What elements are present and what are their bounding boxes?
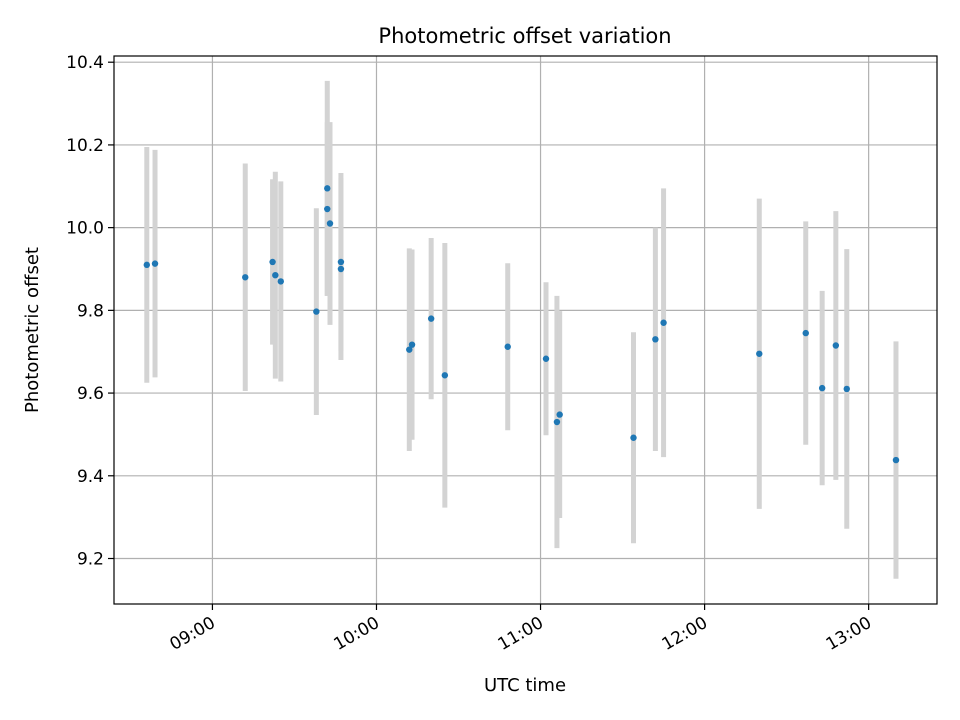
data-point — [892, 456, 900, 464]
data-point — [802, 329, 809, 337]
data-point — [406, 346, 413, 353]
data-point — [553, 418, 561, 426]
data-point — [143, 261, 151, 269]
y-tick-label: 10.4 — [66, 53, 104, 73]
data-point — [660, 319, 667, 326]
data-point — [556, 411, 563, 418]
plot-area — [114, 56, 937, 604]
data-point — [272, 272, 279, 279]
y-tick-label: 9.6 — [77, 384, 104, 404]
data-point — [408, 341, 416, 348]
data-point — [630, 434, 637, 441]
data-point — [242, 274, 249, 281]
data-point — [277, 278, 284, 285]
data-point — [832, 342, 840, 349]
y-tick-label: 9.4 — [77, 467, 104, 487]
data-point — [313, 308, 320, 315]
data-point — [427, 315, 435, 322]
data-point — [269, 258, 276, 266]
data-point — [326, 220, 334, 227]
data-point — [756, 350, 763, 357]
data-point — [324, 185, 331, 192]
y-tick-label: 10.0 — [66, 219, 104, 239]
y-tick-label: 10.2 — [66, 136, 104, 156]
plot-frame — [113, 55, 938, 605]
data-point — [652, 336, 659, 343]
chart-title: Photometric offset variation — [378, 24, 671, 48]
y-tick-label: 9.2 — [77, 550, 104, 570]
data-point — [504, 343, 511, 350]
y-tick-label: 9.8 — [77, 301, 104, 321]
data-point — [324, 205, 331, 213]
x-axis-label: UTC time — [484, 675, 566, 696]
y-axis: 9.2 9.4 9.6 9.8 10.0 10.2 10.4 — [66, 53, 114, 570]
data-point — [337, 265, 345, 273]
y-axis-label: Photometric offset — [22, 247, 43, 413]
data-markers — [143, 185, 900, 464]
data-point — [818, 384, 826, 392]
grid — [114, 56, 937, 604]
data-point — [542, 355, 550, 362]
data-point — [843, 385, 850, 393]
data-point — [441, 372, 449, 379]
data-point — [151, 260, 159, 267]
data-point — [337, 258, 345, 266]
